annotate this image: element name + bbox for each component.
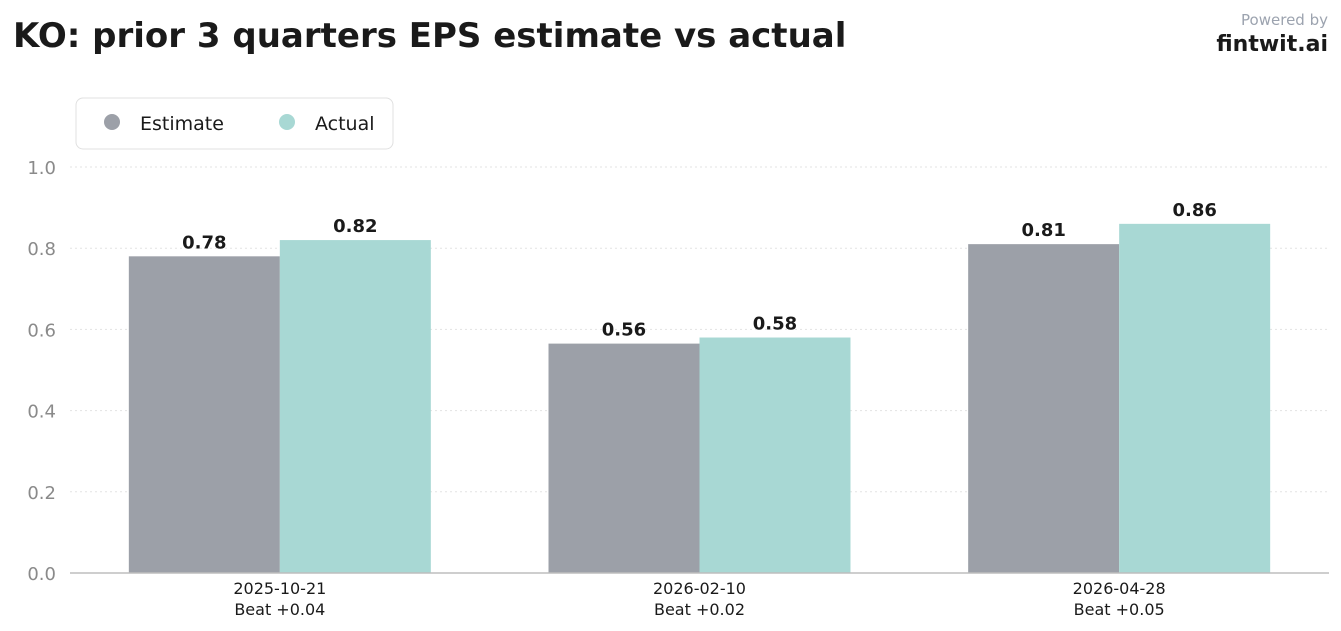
y-tick-label: 0.2 [27,483,56,504]
bar-actual [279,240,431,573]
bar-estimate [968,244,1120,573]
bar-actual [1119,223,1271,573]
x-tick-note: Beat +0.05 [1074,600,1165,619]
y-tick-label: 0.0 [27,564,56,585]
chart-title: KO: prior 3 quarters EPS estimate vs act… [13,16,847,56]
bar-estimate [548,343,700,573]
x-tick-label: 2025-10-21 [233,579,326,598]
x-tick-label: 2026-04-28 [1073,579,1166,598]
legend-box [75,97,394,150]
legend-marker-estimate [104,114,120,130]
x-tick-label: 2026-02-10 [653,579,746,598]
x-tick-note: Beat +0.02 [654,600,745,619]
y-tick-label: 0.4 [27,402,56,423]
brand-caption: Powered by [1241,11,1328,29]
brand-name: fintwit.ai [1216,32,1328,57]
brand-block: Powered by fintwit.ai [1216,10,1328,60]
legend-label-estimate: Estimate [140,113,224,135]
y-tick-label: 0.8 [27,239,56,260]
bar-value-label: 0.78 [182,232,226,253]
bar-value-label: 0.56 [602,320,646,341]
bar-value-label: 0.81 [1021,220,1065,241]
bar-actual [699,337,851,573]
x-tick-note: Beat +0.04 [234,600,325,619]
bar-estimate [128,256,280,573]
bar-value-label: 0.86 [1172,200,1216,221]
bar-value-label: 0.58 [753,314,797,335]
legend-marker-actual [279,114,295,130]
y-tick-label: 1.0 [27,158,56,179]
bar-value-label: 0.82 [333,216,377,237]
legend-label-actual: Actual [315,113,375,135]
y-tick-label: 0.6 [27,320,56,341]
